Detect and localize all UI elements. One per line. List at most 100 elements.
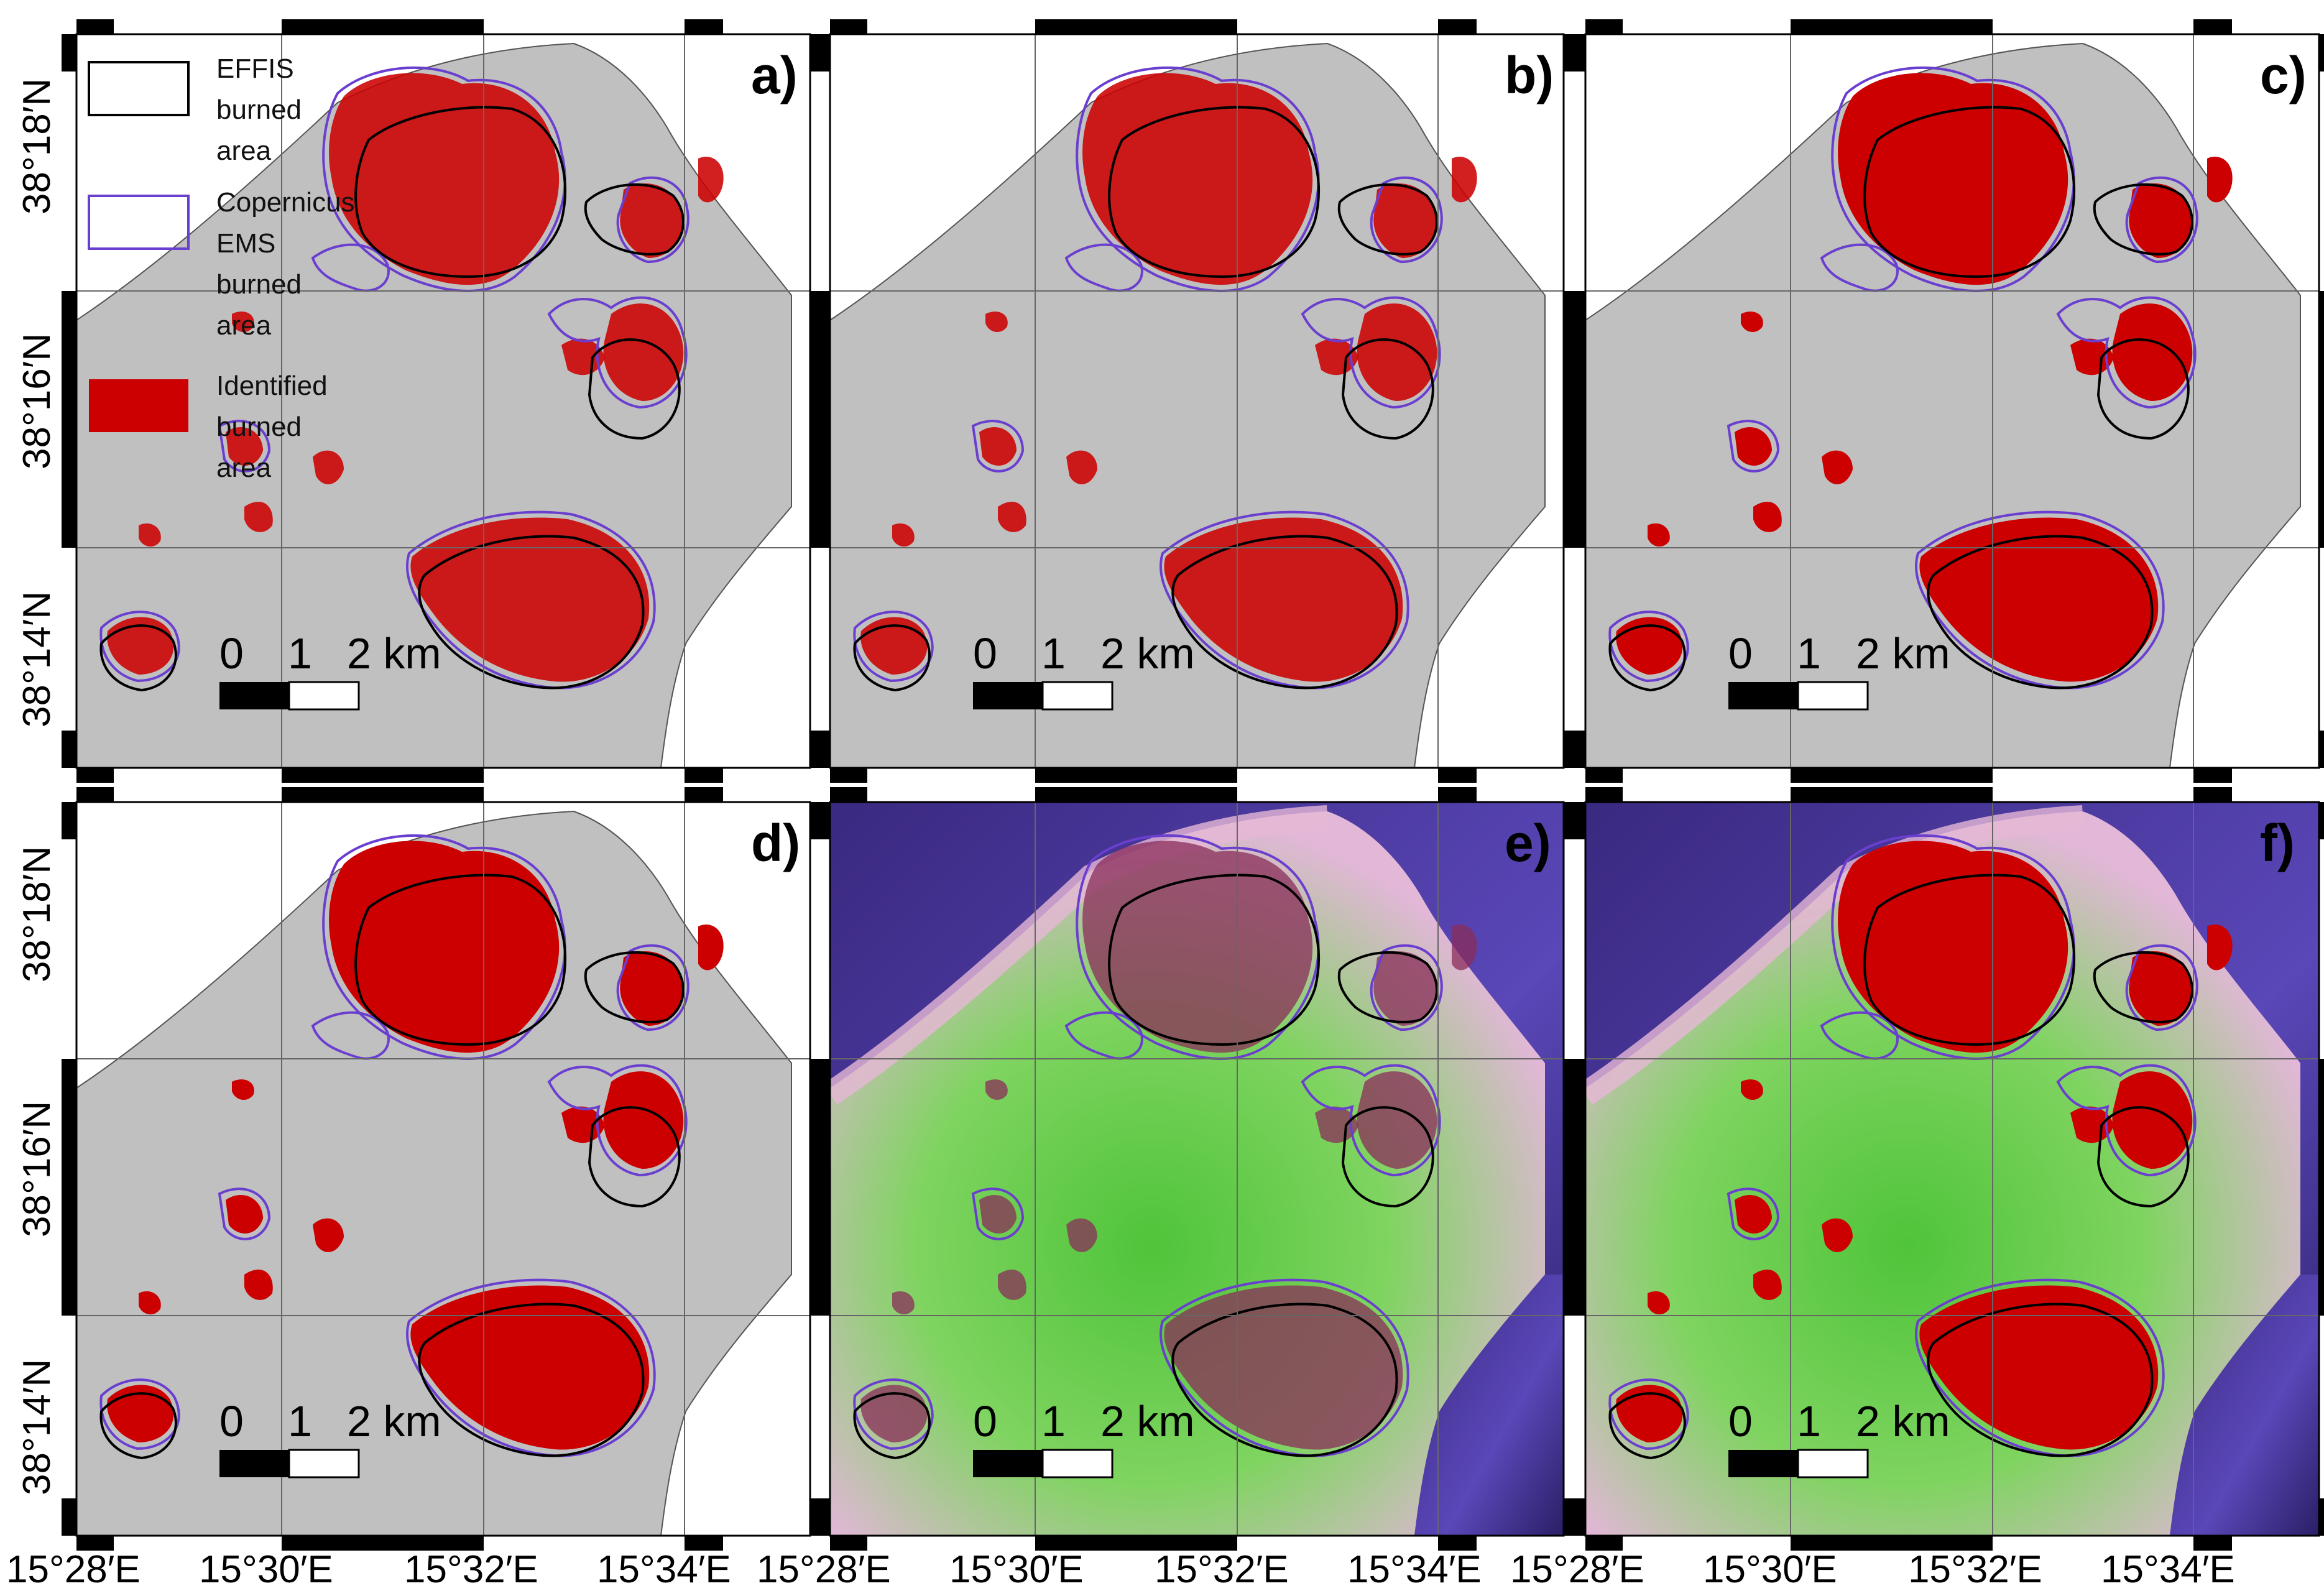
ems-outline [1064, 1011, 1143, 1060]
ems-outline [1160, 510, 1409, 690]
border-segment [1438, 1536, 1477, 1551]
border-segment [76, 787, 114, 802]
latitude-label: 38°14′N [16, 591, 58, 727]
ems-outline [1820, 1011, 1899, 1060]
sea-east [2170, 1275, 2319, 1536]
border-segment [282, 787, 484, 802]
ems-outline [406, 1278, 656, 1457]
border-segment [2193, 768, 2232, 783]
legend-item: Copernicus EMS burned area [88, 187, 355, 341]
longitude-label: 15°28′E [757, 1548, 891, 1591]
border-segment [815, 291, 830, 548]
legend-label: EFFIS [216, 53, 294, 84]
border-segment [1438, 768, 1477, 783]
border-segment [62, 291, 76, 548]
ems-outline [218, 1188, 271, 1240]
burned-patch [1373, 183, 1436, 258]
coastline-strip [1578, 805, 2084, 1105]
scale-segment-light [1041, 1449, 1114, 1478]
legend-label: area [216, 136, 272, 166]
burned-patch [2129, 951, 2192, 1026]
border-segment [815, 1059, 830, 1316]
burned-patch [232, 1079, 254, 1100]
border-segment [1570, 291, 1585, 548]
effis-outline [1337, 183, 1438, 256]
latitude-labels: 38°18′N 38°16′N 38°14′N 38°18′N 38°16′N 38°14… [16, 78, 58, 1495]
longitude-label: 15°34′E [597, 1548, 731, 1591]
burned-patch [1315, 338, 1358, 376]
panel-letter: d) [751, 814, 800, 872]
burned-patch [561, 338, 605, 376]
burned-patch [1066, 450, 1097, 484]
burned-patch [1357, 1071, 1437, 1169]
longitude-label: 15°32′E [404, 1548, 538, 1591]
scale-label: 2 km [1100, 1397, 1195, 1446]
border-segment [815, 1498, 830, 1536]
border-segment [1438, 787, 1477, 802]
scale-label: 2 km [1856, 629, 1950, 678]
burned-patch [329, 73, 560, 285]
burned-patch [2207, 156, 2233, 203]
map-panel-c: c) 0 1 2 km [1570, 19, 2324, 783]
burned-patch [998, 1269, 1026, 1300]
burned-patch [1373, 951, 1436, 1026]
scale-label: 0 [219, 1397, 244, 1446]
burned-patch [1452, 924, 1477, 971]
border-segment [2319, 291, 2324, 548]
ems-outline [311, 243, 390, 292]
burned-patch [1452, 156, 1477, 203]
ems-outline [1076, 67, 1320, 292]
burned-patch [860, 1385, 928, 1442]
effis-outline [1171, 535, 1398, 690]
longitude-label: 15°34′E [1347, 1548, 1482, 1591]
burned-patch [603, 303, 684, 401]
burned-patch [1838, 841, 2068, 1053]
burned-patch [2207, 924, 2233, 971]
ems-outline [971, 1188, 1025, 1240]
scale-label: 0 [973, 629, 997, 678]
ems-outline [1370, 944, 1443, 1031]
burned-patch [1919, 517, 2159, 682]
burned-patch [985, 311, 1008, 333]
ems-outline [1831, 834, 2075, 1060]
ems-outline [971, 420, 1025, 473]
border-segment [76, 19, 114, 34]
scale-label: 0 [219, 629, 244, 678]
scale-segment-light [288, 1449, 360, 1478]
burned-patch [892, 523, 915, 547]
burned-patch [2129, 183, 2192, 258]
latitude-label: 38°18′N [16, 78, 58, 214]
scale-label: 1 [1797, 629, 1821, 678]
ems-outline [218, 420, 271, 473]
border-segment [1035, 768, 1237, 783]
effis-outline [1608, 1392, 1686, 1460]
ems-outline [1160, 1278, 1409, 1457]
scale-label: 2 km [347, 629, 441, 678]
burned-patch [1315, 1106, 1358, 1143]
ems-outline [322, 834, 566, 1060]
border-segment [2319, 1498, 2324, 1536]
border-segment [1585, 1536, 1623, 1551]
border-segment [1570, 802, 1585, 839]
effis-outline [2096, 338, 2190, 440]
border-segment [2193, 19, 2232, 34]
border-segment [815, 34, 830, 71]
effis-outline [588, 1106, 681, 1208]
longitude-label: 15°32′E [1908, 1548, 2042, 1591]
border-segment [1791, 768, 1993, 783]
map-panel-f: f) 0 1 2 km [1570, 787, 2324, 1551]
burned-patch [1838, 73, 2068, 285]
border-segment [685, 19, 723, 34]
scale-label: 1 [1041, 1397, 1066, 1446]
border-segment [830, 787, 867, 802]
scale-segment-light [1797, 1449, 1869, 1478]
coastline-strip [823, 805, 1329, 1105]
panel-letter: f) [2260, 814, 2295, 872]
ems-outline [1915, 510, 2165, 690]
scale-segment-dark [219, 682, 289, 709]
map-panels: a)0 1 2 kmb)0 1 2 kmc)0 1 2 kmd)0 1 2 kme)0 1 2 km… [62, 19, 2324, 1551]
burned-patch [244, 1269, 273, 1300]
legend-item: Identified burned area [89, 371, 328, 483]
